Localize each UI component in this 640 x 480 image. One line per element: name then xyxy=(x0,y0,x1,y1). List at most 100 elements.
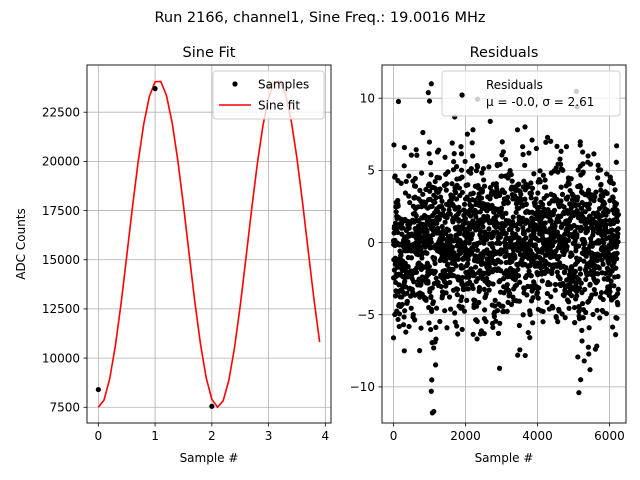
residual-point xyxy=(508,301,515,308)
residual-point xyxy=(410,311,416,318)
residual-point xyxy=(433,275,439,281)
residual-point xyxy=(580,149,586,155)
residual-point xyxy=(459,189,465,196)
residual-point xyxy=(606,260,612,266)
residual-point xyxy=(536,285,542,291)
residual-point xyxy=(528,273,534,279)
residual-point xyxy=(604,190,610,196)
residual-point xyxy=(603,217,609,224)
residual-point xyxy=(390,335,397,341)
residual-point xyxy=(610,180,616,187)
residual-point xyxy=(491,313,497,320)
residual-point xyxy=(453,164,460,170)
residual-point xyxy=(558,184,564,190)
residual-point xyxy=(446,294,453,300)
residual-point xyxy=(587,281,593,287)
residual-point xyxy=(604,171,610,177)
residual-point xyxy=(614,250,620,256)
residual-point xyxy=(449,181,455,187)
residual-point xyxy=(432,199,438,205)
residual-point xyxy=(426,98,433,104)
residual-point xyxy=(529,137,535,143)
residual-point xyxy=(474,336,480,342)
residual-point xyxy=(527,263,533,269)
residual-point xyxy=(408,305,414,311)
residual-point xyxy=(444,181,450,187)
residual-point xyxy=(543,184,549,190)
residual-point xyxy=(572,268,579,275)
residual-point xyxy=(609,227,615,233)
residual-point xyxy=(406,193,412,199)
residual-point xyxy=(568,205,574,211)
residual-point xyxy=(458,144,464,150)
residual-point xyxy=(498,205,505,211)
residual-point xyxy=(395,229,401,236)
residuals-legend: Residuals μ = -0.0, σ = 2.61 xyxy=(441,70,621,117)
residual-point xyxy=(472,264,479,270)
residual-point xyxy=(455,331,461,337)
residual-point xyxy=(399,225,406,231)
residual-point xyxy=(597,315,603,321)
residual-point xyxy=(465,261,471,267)
residual-point xyxy=(577,266,583,272)
residual-point xyxy=(615,231,621,237)
residual-point xyxy=(473,214,479,220)
residual-point xyxy=(398,180,404,186)
residual-point xyxy=(565,237,572,243)
residual-point xyxy=(431,255,438,261)
residual-point xyxy=(576,390,582,396)
sine-fit-frame xyxy=(86,64,332,424)
residual-point xyxy=(399,301,405,308)
residuals-plot-area xyxy=(390,81,622,416)
residual-point xyxy=(529,185,536,191)
residual-point xyxy=(499,214,506,220)
residual-point xyxy=(399,231,405,237)
sine-fit-y-axis-label: ADC Counts xyxy=(14,208,28,280)
residual-point xyxy=(406,323,412,330)
sine-fit-ticks: 0 1 2 3 4 7500 10000 12500 15000 17500 20000 22500 xyxy=(42,106,329,443)
residual-point xyxy=(400,322,407,328)
residual-point xyxy=(531,171,537,177)
residual-point xyxy=(406,173,412,179)
residual-point xyxy=(439,293,446,299)
residual-point xyxy=(469,203,475,210)
residual-point xyxy=(395,98,402,105)
residual-point xyxy=(453,263,459,269)
residual-point xyxy=(480,166,487,172)
residual-point xyxy=(481,240,487,246)
residual-point xyxy=(450,266,456,273)
residual-point xyxy=(615,273,621,280)
residual-point xyxy=(509,178,515,184)
residual-point xyxy=(516,322,523,329)
sine-fit-y-tick-label: 10000 xyxy=(42,351,80,365)
residual-point xyxy=(472,297,478,303)
residual-point xyxy=(426,139,433,145)
residual-point xyxy=(510,214,516,220)
residual-point xyxy=(461,308,468,314)
sine-fit-y-tick-label: 15000 xyxy=(42,253,80,267)
residual-point xyxy=(468,165,474,172)
residual-point xyxy=(483,236,490,242)
residual-point xyxy=(505,194,511,200)
sine-fit-title: Sine Fit xyxy=(183,45,236,61)
residual-point xyxy=(582,286,588,293)
residual-point xyxy=(480,252,486,259)
sine-fit-legend-box xyxy=(212,70,325,120)
residual-point xyxy=(593,291,599,297)
residual-point xyxy=(486,164,492,170)
residual-point xyxy=(569,252,575,258)
residual-point xyxy=(466,240,472,246)
residual-point xyxy=(564,243,570,250)
residual-point xyxy=(437,186,443,192)
residual-point xyxy=(552,223,558,229)
residual-point xyxy=(541,206,547,212)
residual-point xyxy=(557,156,563,162)
residual-point xyxy=(487,196,493,202)
residual-point xyxy=(432,260,438,267)
residual-point xyxy=(401,348,407,354)
sample-point xyxy=(95,386,101,393)
sample-point xyxy=(152,86,158,92)
residual-point xyxy=(586,187,592,193)
residual-point xyxy=(505,199,511,206)
residual-point xyxy=(446,207,452,213)
